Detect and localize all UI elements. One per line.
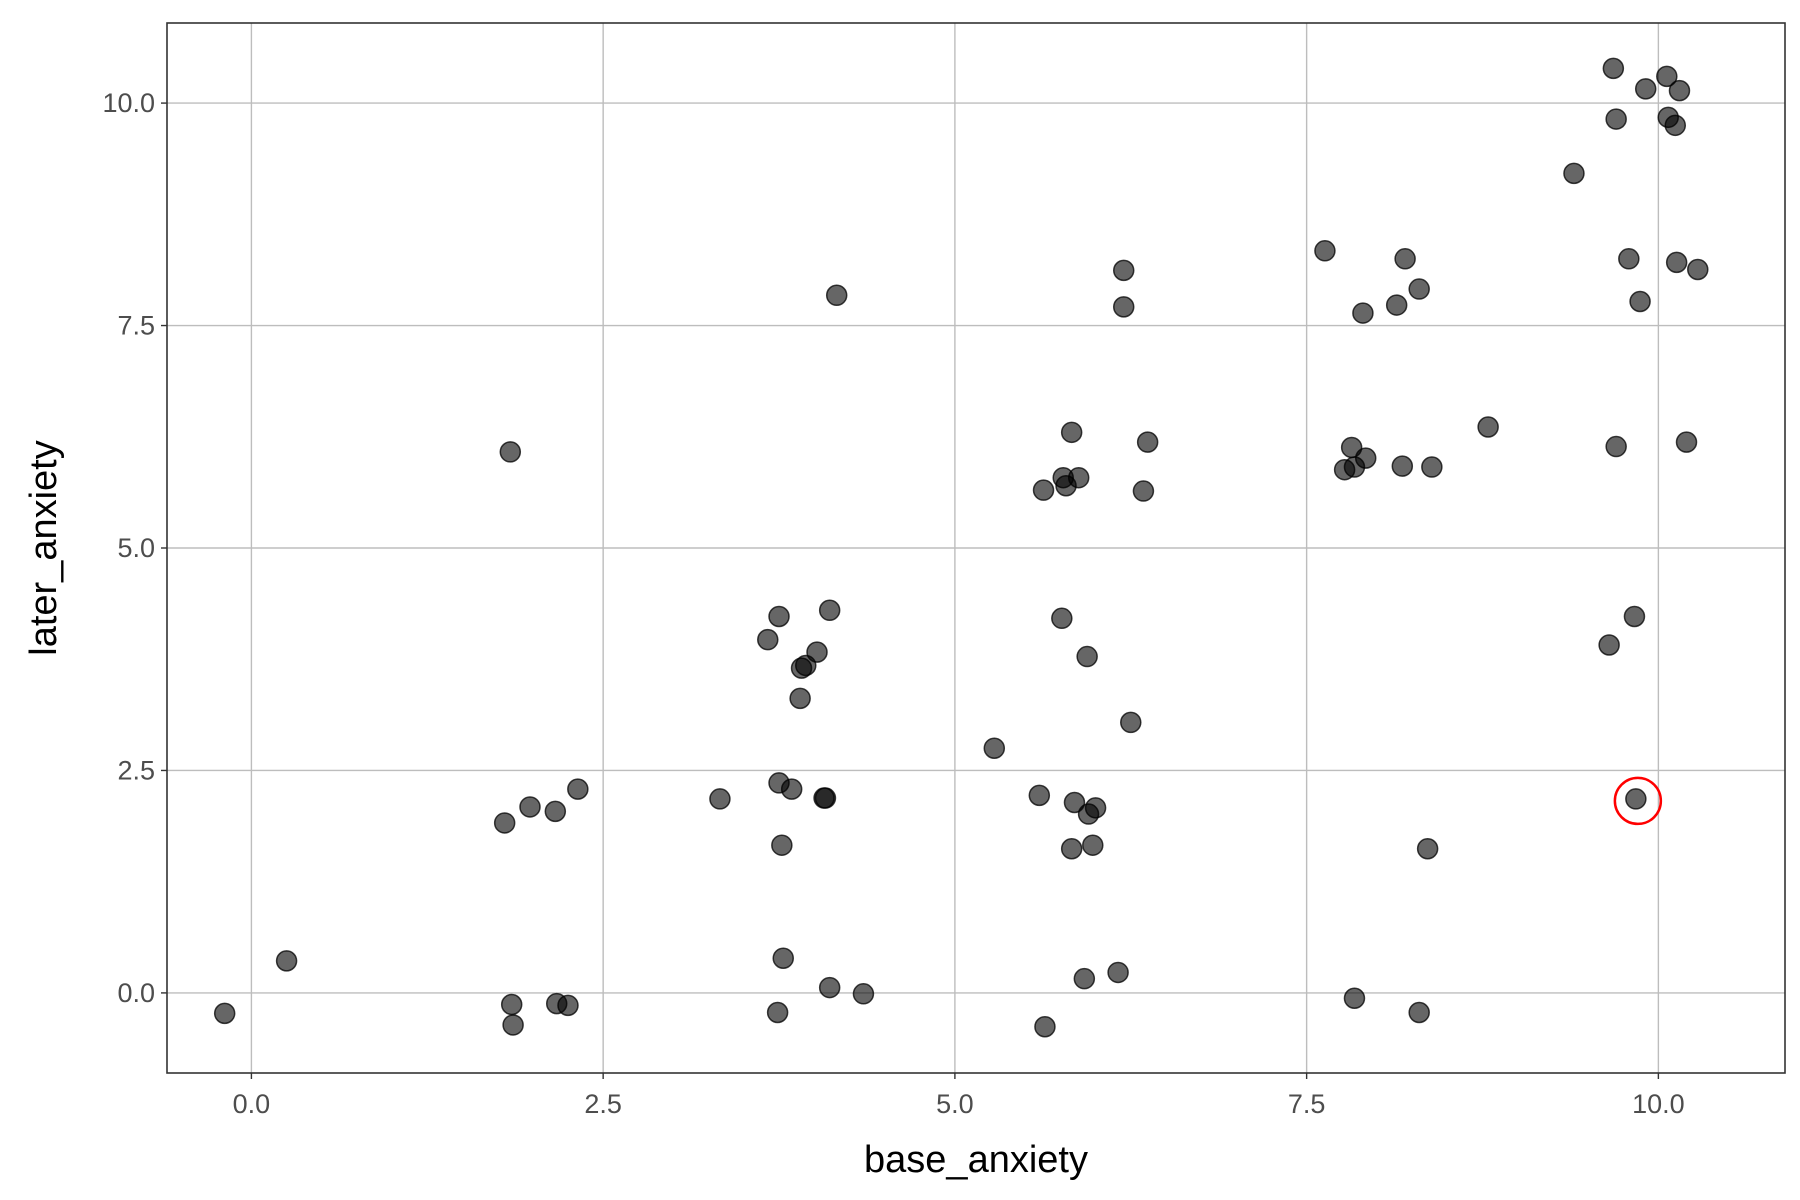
data-points [213, 57, 1709, 1038]
x-tick-label: 10.0 [1632, 1089, 1685, 1119]
data-point [1112, 259, 1135, 282]
data-point [1034, 1015, 1056, 1038]
data-point [1477, 416, 1499, 438]
data-point [1352, 302, 1374, 324]
x-tick-label: 5.0 [936, 1089, 974, 1119]
data-point [768, 605, 790, 628]
data-point [818, 599, 841, 622]
data-point [567, 778, 589, 800]
data-point [1051, 607, 1073, 630]
data-point [1623, 605, 1646, 628]
data-point [1314, 240, 1336, 262]
data-point [789, 687, 811, 710]
data-point [502, 1014, 524, 1036]
data-point [519, 796, 541, 818]
y-axis-title: later_anxiety [23, 440, 65, 655]
data-point [1668, 79, 1691, 102]
data-point [795, 654, 817, 677]
data-point [1665, 251, 1688, 274]
data-point [213, 1002, 236, 1025]
data-point [1408, 278, 1430, 300]
data-point [1112, 296, 1135, 318]
data-point [544, 800, 567, 823]
data-point [1063, 791, 1086, 814]
data-point [1055, 474, 1077, 497]
data-point [1132, 480, 1155, 502]
highlight-circle [1613, 776, 1663, 826]
data-point [772, 947, 794, 969]
data-point [1343, 987, 1366, 1010]
data-point [852, 983, 875, 1005]
data-point [818, 976, 841, 999]
x-tick-label: 0.0 [233, 1089, 271, 1119]
data-point [1077, 803, 1100, 825]
data-point [1060, 838, 1083, 860]
data-point [1664, 114, 1687, 137]
data-point [983, 737, 1006, 759]
data-point [780, 778, 803, 800]
data-point [1602, 57, 1625, 80]
data-point [1076, 645, 1098, 668]
data-point [1656, 65, 1678, 88]
data-point [771, 834, 793, 856]
x-tick-label: 7.5 [1288, 1089, 1326, 1119]
data-point [825, 284, 848, 307]
data-point [1605, 108, 1627, 130]
data-point [1032, 479, 1055, 501]
data-point [757, 628, 779, 651]
data-point [1421, 456, 1443, 478]
data-point [493, 812, 516, 834]
data-point [1391, 455, 1414, 477]
data-point [1136, 431, 1159, 453]
data-point [1634, 78, 1657, 100]
data-point [557, 994, 579, 1017]
data-point [1394, 248, 1416, 270]
data-point [1625, 788, 1647, 810]
data-point [709, 788, 731, 810]
data-point [1687, 258, 1709, 281]
y-tick-label: 10.0 [102, 88, 155, 118]
data-point [1120, 711, 1142, 734]
x-axis-title: base_anxiety [864, 1139, 1088, 1181]
y-tick-label: 5.0 [117, 533, 155, 563]
y-axis-ticks: 0.0 2.5 5.0 7.5 10.0 [102, 88, 167, 1008]
data-point [1605, 435, 1627, 458]
y-tick-label: 7.5 [117, 311, 155, 341]
data-point [1107, 961, 1129, 984]
data-point [499, 441, 522, 463]
data-point [1598, 634, 1620, 656]
data-point [1618, 248, 1640, 270]
data-point [1629, 290, 1651, 313]
data-point [1343, 456, 1366, 478]
y-tick-label: 0.0 [117, 978, 155, 1008]
data-point [1385, 294, 1408, 316]
data-point [1060, 421, 1083, 444]
data-point [766, 1001, 789, 1024]
data-point [500, 993, 523, 1016]
data-point [1073, 967, 1096, 990]
data-point [814, 787, 837, 809]
data-point [275, 950, 298, 972]
data-point [1408, 1001, 1430, 1024]
x-axis-ticks: 0.0 2.5 5.0 7.5 10.0 [233, 1073, 1685, 1119]
y-tick-label: 2.5 [117, 755, 155, 785]
data-point [1082, 834, 1104, 856]
data-point [1416, 838, 1439, 860]
data-point [1675, 431, 1698, 453]
data-point [1028, 784, 1051, 807]
x-tick-label: 2.5 [584, 1089, 622, 1119]
data-point [1563, 162, 1585, 185]
gridlines [167, 23, 1785, 1073]
